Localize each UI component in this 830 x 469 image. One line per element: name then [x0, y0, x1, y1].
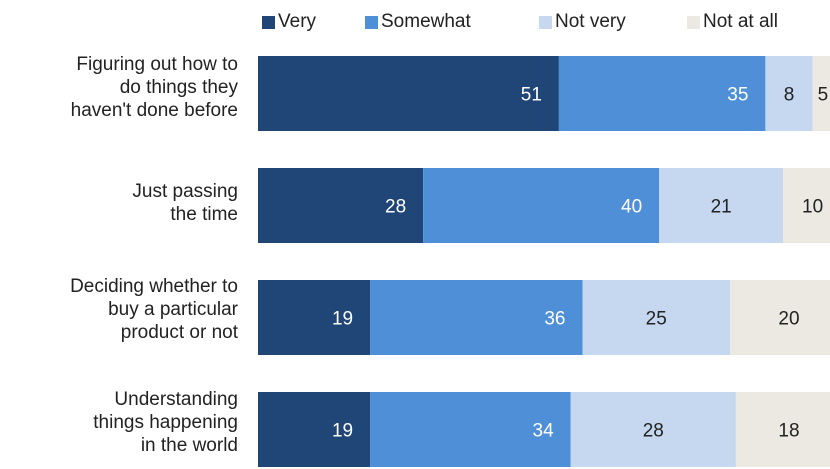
bar-segment-not-very-row-2 — [659, 168, 784, 243]
legend-item-very: Very — [262, 8, 316, 36]
bar-segment-somewhat-row-3 — [370, 280, 583, 355]
category-label-understanding: Understanding things happening in the wo… — [0, 388, 238, 457]
legend-label-somewhat: Somewhat — [381, 11, 471, 32]
category-label-line: buy a particular — [108, 299, 238, 320]
data-label-very-row-1: 51 — [521, 85, 542, 106]
bar-segment-not-very-row-4 — [570, 392, 736, 467]
bar-segment-somewhat-row-1 — [558, 56, 766, 131]
legend-label-not-very: Not very — [555, 11, 626, 32]
category-label-line: Understanding — [114, 389, 238, 410]
category-label-figuring-out: Figuring out how to do things they haven… — [0, 53, 238, 122]
data-label-not-at-all-row-1: 5 — [818, 85, 829, 106]
data-label-not-very-row-4: 28 — [643, 421, 664, 442]
bar-segment-not-at-all-row-1 — [812, 56, 830, 131]
data-label-not-very-row-3: 25 — [646, 309, 667, 330]
bar-segment-not-at-all-row-2 — [783, 168, 830, 243]
legend-item-not-at-all: Not at all — [687, 8, 778, 36]
bar-segment-somewhat-row-2 — [423, 168, 660, 243]
data-label-very-row-2: 28 — [385, 197, 406, 218]
bar-segment-not-at-all-row-4 — [735, 392, 830, 467]
category-label-line: product or not — [120, 322, 238, 343]
legend-swatch-not-very — [539, 15, 552, 29]
bar-segment-not-very-row-3 — [582, 280, 730, 355]
bar-segment-somewhat-row-4 — [370, 392, 571, 467]
category-label-deciding-buy: Deciding whether to buy a particular pro… — [0, 275, 238, 344]
data-label-very-row-4: 19 — [332, 421, 353, 442]
bar-segment-very-row-4 — [258, 392, 371, 467]
data-label-somewhat-row-2: 40 — [621, 197, 642, 218]
data-label-somewhat-row-4: 34 — [533, 421, 555, 442]
data-label-not-at-all-row-3: 20 — [778, 309, 799, 330]
bar-segment-not-very-row-1 — [765, 56, 813, 131]
data-label-not-at-all-row-4: 18 — [778, 421, 799, 442]
legend-item-not-very: Not very — [539, 8, 626, 36]
category-label-line: Deciding whether to — [70, 276, 238, 297]
category-label-line: Figuring out how to — [76, 54, 238, 75]
data-label-somewhat-row-1: 35 — [727, 85, 748, 106]
bar-segment-very-row-2 — [258, 168, 424, 243]
legend-label-very: Very — [278, 11, 317, 32]
legend-swatch-not-at-all — [687, 15, 700, 29]
category-label-line: things happening — [93, 412, 238, 433]
bar-segment-very-row-1 — [258, 56, 559, 131]
category-label-line: the time — [170, 204, 238, 225]
bar-segment-very-row-3 — [258, 280, 371, 355]
legend-item-somewhat: Somewhat — [365, 8, 471, 36]
category-label-passing-time: Just passing the time — [0, 180, 238, 226]
legend-label-not-at-all: Not at all — [703, 11, 778, 32]
category-label-line: Just passing — [132, 181, 238, 202]
legend-swatch-somewhat — [365, 15, 378, 29]
category-label-line: do things they — [119, 77, 238, 98]
data-label-not-at-all-row-2: 10 — [802, 197, 823, 218]
legend-swatch-very — [262, 15, 275, 29]
data-label-not-very-row-2: 21 — [711, 197, 732, 218]
category-label-line: haven't done before — [70, 100, 238, 121]
data-label-not-very-row-1: 8 — [784, 85, 795, 106]
category-label-line: in the world — [140, 435, 238, 456]
data-label-somewhat-row-3: 36 — [544, 309, 565, 330]
data-label-very-row-3: 19 — [332, 309, 353, 330]
bar-segment-not-at-all-row-3 — [730, 280, 830, 355]
